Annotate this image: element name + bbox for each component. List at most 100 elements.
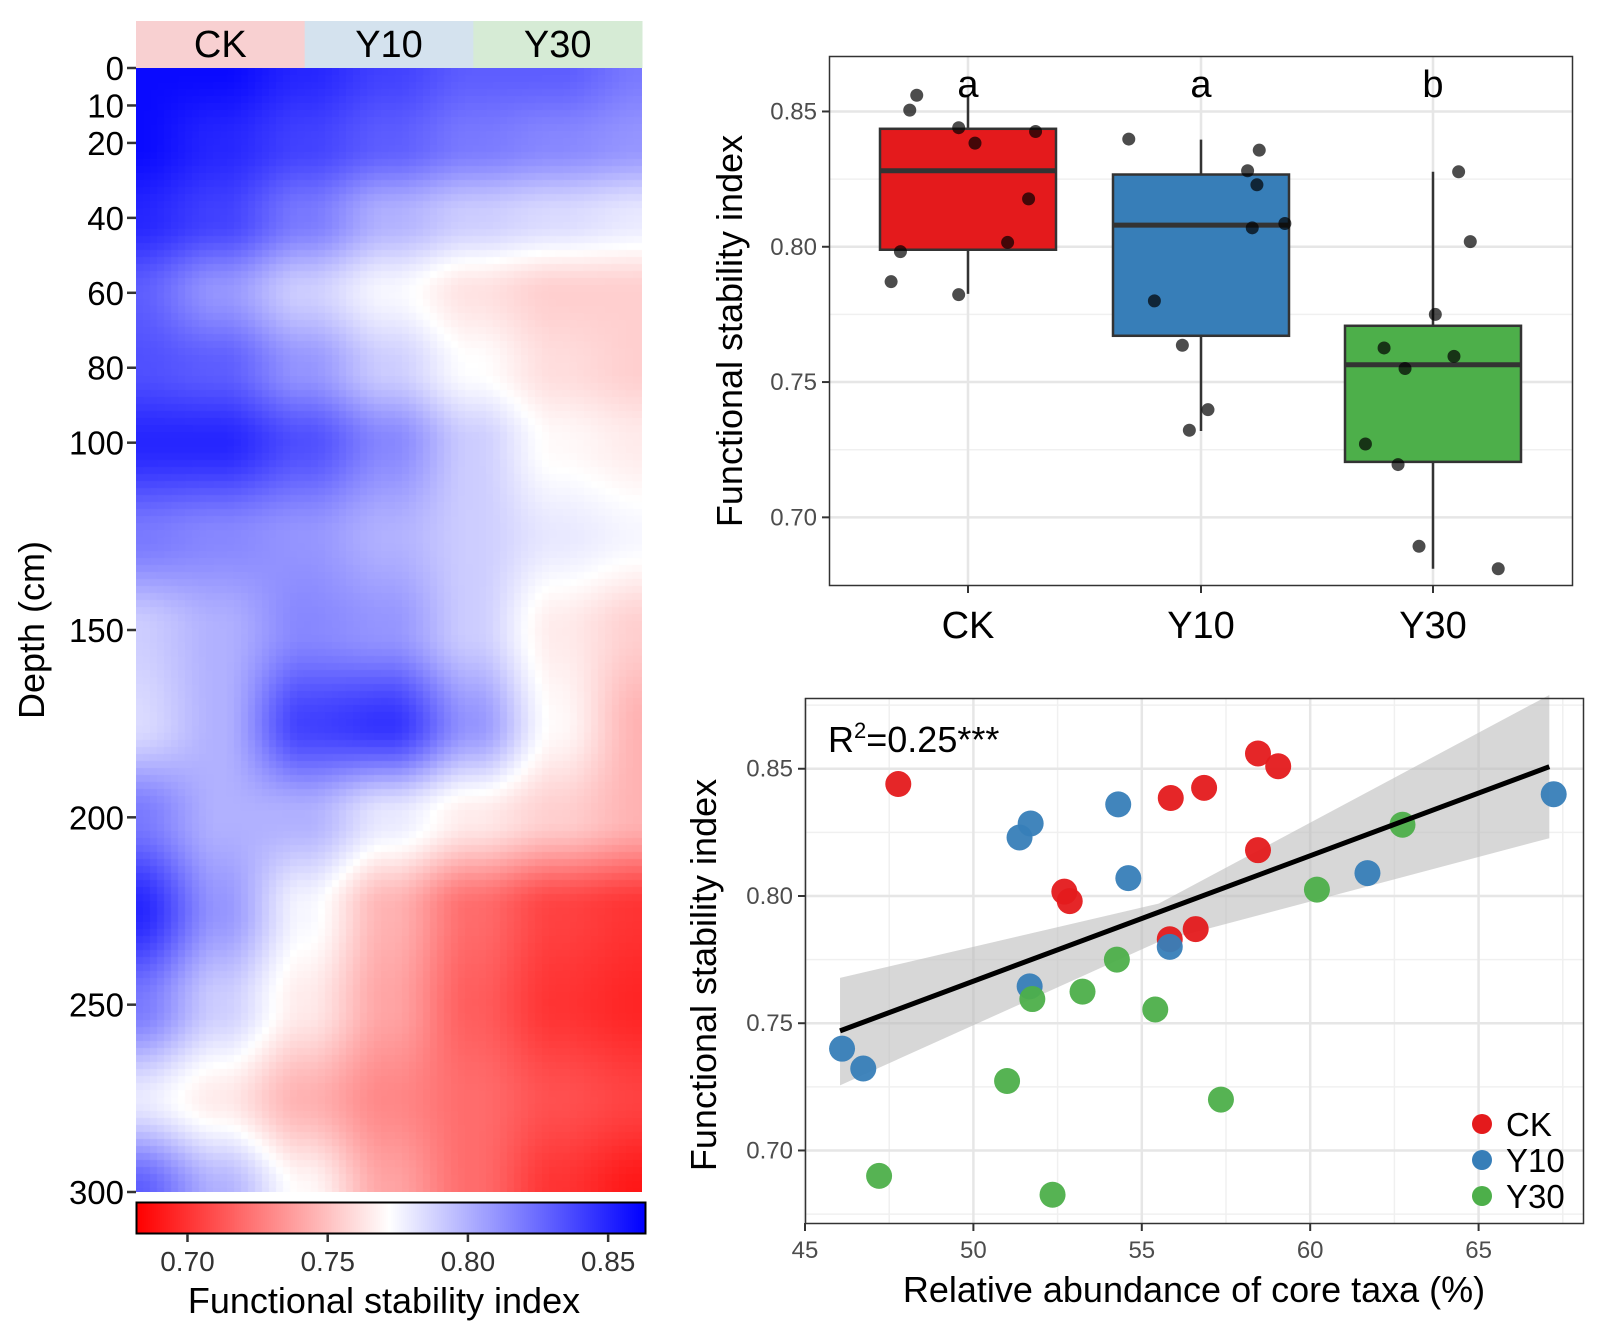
scatter-point-ck [1056,888,1083,915]
treatment-header-strip: CK Y10 Y30 [136,21,643,68]
boxplot-y-axis-title: Functional stability index [709,135,750,527]
depth-axis-title: Depth (cm) [11,541,52,719]
heatmap-field [136,68,642,1192]
scatter-point-y30 [1207,1086,1234,1113]
depth-tick-label-200: 200 [69,799,124,836]
jitter-point-y30 [1491,562,1505,576]
depth-tick-label-80: 80 [87,350,124,387]
scatter-x-tick-label: 65 [1465,1237,1492,1264]
boxplot-axes: 0.70 0.75 0.80 0.85 CK Y10 Y30 [770,98,1467,647]
scatter-y-tick-label: 0.70 [746,1137,793,1164]
depth-tick-label-10: 10 [87,87,124,124]
jitter-point-ck [884,275,898,289]
jitter-point-ck [1001,235,1015,249]
depth-tick-label-300: 300 [69,1174,124,1211]
jitter-point-y10 [1250,178,1264,192]
scatter-point-y30 [1039,1181,1066,1208]
boxplot-y-tick-label: 0.80 [770,234,817,261]
scatter-point-y30 [866,1162,893,1189]
r-squared-prefix: R [828,719,854,760]
scatter-point-y10 [1354,860,1381,887]
box-y10 [1111,173,1291,338]
regression-line [839,764,1551,1034]
boxplot-x-tick-label-ck: CK [942,605,995,647]
header-label-y30: Y30 [524,24,592,66]
scatter-point-y30 [1019,986,1046,1013]
header-label-ck: CK [194,24,247,66]
header-label-y10: Y10 [355,24,423,66]
jitter-point-y30 [1412,539,1426,553]
scatter-point-ck [1244,740,1271,767]
scatter-axes: 45 50 55 60 65 0.70 0.75 0.80 0.85 [746,756,1492,1264]
colorbar-tick-label-0.75: 0.75 [300,1246,355,1277]
scatter-point-y10 [1540,781,1567,808]
jitter-point-y30 [1377,341,1391,355]
depth-tick-label-250: 250 [69,987,124,1024]
scatter-point-y30 [1142,996,1169,1023]
legend-label-ck: CK [1506,1106,1552,1143]
jitter-point-y10 [1278,216,1292,230]
boxplot-boxes [878,96,1523,569]
scatter-point-y10 [1017,810,1044,837]
legend-label-y10: Y10 [1506,1142,1565,1179]
legend-swatch-ck [1472,1114,1492,1134]
colorbar-title: Functional stability index [188,1280,580,1321]
scatter-point-y10 [1156,933,1183,960]
depth-tick-label-60: 60 [87,275,124,312]
scatter-x-axis-title: Relative abundance of core taxa (%) [903,1269,1485,1310]
jitter-point-y30 [1463,235,1477,249]
header-cell-ck [136,21,306,68]
legend-swatch-y10 [1472,1150,1492,1170]
scatter-y-tick-label: 0.75 [746,1010,793,1037]
scatter-y-tick-label: 0.80 [746,883,793,910]
colorbar-frame [135,1201,647,1235]
jitter-point-y30 [1398,362,1412,376]
jitter-point-ck [910,88,924,102]
scatter-point-y30 [1069,978,1096,1005]
jitter-point-y30 [1358,437,1372,451]
jitter-point-y30 [1428,307,1442,321]
legend-label-y30: Y30 [1506,1178,1565,1215]
boxplot-y-tick-label: 0.75 [770,369,817,396]
jitter-point-y30 [1447,349,1461,363]
r-squared-annotation: R2=0.25*** [828,718,999,760]
boxplot-x-tick-label-y30: Y30 [1399,605,1467,647]
jitter-point-ck [952,288,966,302]
jitter-point-ck [1022,192,1036,206]
scatter-panel: 45 50 55 60 65 0.70 0.75 0.80 0.85 R2=0.25*** CK… [683,694,1585,1310]
scatter-point-y30 [1303,876,1330,903]
jitter-point-ck [952,121,966,135]
scatter-point-ck [1191,774,1218,801]
scatter-point-ck [1265,753,1292,780]
jitter-point-y10 [1122,132,1136,146]
boxplot-x-tick-label-y10: Y10 [1167,605,1235,647]
scatter-x-tick-label: 45 [792,1237,819,1264]
depth-tick-label-100: 100 [69,425,124,462]
jitter-point-ck [968,136,982,150]
jitter-point-y10 [1147,294,1161,308]
jitter-point-ck [893,245,907,259]
box-y30 [1343,324,1523,464]
jitter-point-ck [1029,124,1043,138]
colorbar-tick-label-0.70: 0.70 [160,1246,215,1277]
jitter-point-ck [903,103,917,117]
depth-tick-label-150: 150 [69,612,124,649]
jitter-point-y10 [1252,143,1266,157]
scatter-x-tick-label: 55 [1128,1237,1155,1264]
depth-tick-label-0: 0 [106,50,124,87]
significance-letter-ck: a [957,64,979,106]
scatter-point-y10 [850,1055,877,1082]
scatter-point-ck [1244,837,1271,864]
scatter-x-tick-label: 50 [960,1237,987,1264]
scatter-point-ck [1182,916,1209,943]
jitter-point-y10 [1201,403,1215,417]
r-squared-superscript: 2 [854,718,866,743]
scatter-y-tick-label: 0.85 [746,756,793,783]
boxplot-y-tick-label: 0.85 [770,98,817,125]
jitter-point-y30 [1391,458,1405,472]
scatter-point-y10 [1115,865,1142,892]
